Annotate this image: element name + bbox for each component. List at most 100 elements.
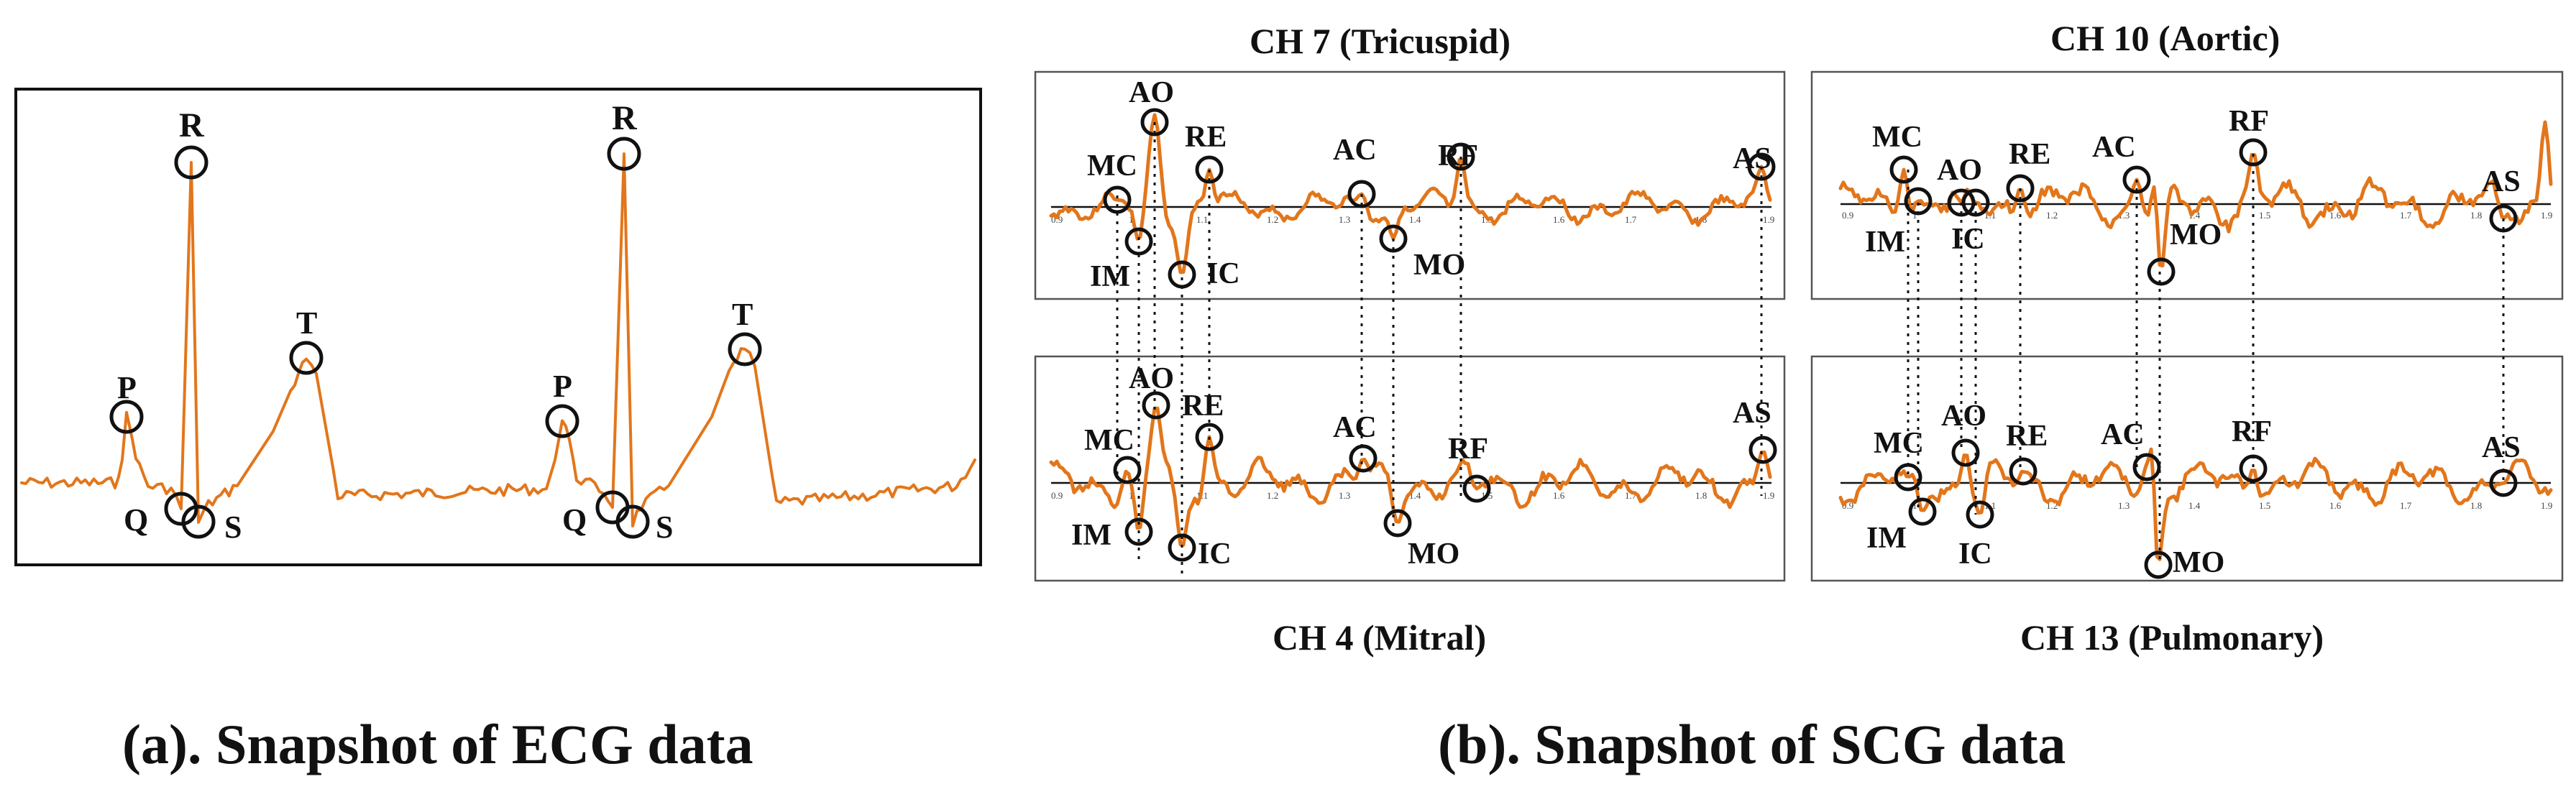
ch13-ac-marker <box>2132 453 2161 481</box>
ch7-mo-label: MO <box>1413 249 1465 282</box>
tick-ch13-4: 1.3 <box>2118 500 2130 511</box>
tick-ch7-7: 1.6 <box>1553 214 1565 225</box>
ecg-label-p-2: P <box>553 369 572 404</box>
ch7-trace <box>1049 113 1772 275</box>
ch4-ao-marker <box>1142 391 1170 420</box>
ecg-label-q-2: Q <box>562 502 587 538</box>
tick-ch10-7: 1.6 <box>2329 210 2342 221</box>
tick-ch10-10: 1.9 <box>2541 210 2552 221</box>
ch7-rf-marker <box>1447 142 1475 171</box>
ch13-as-label: AS <box>2482 431 2521 464</box>
ch13-ao-marker <box>1951 438 1980 467</box>
ch10-trace <box>1838 120 2553 268</box>
tick-ch7-10: 1.9 <box>1763 214 1774 225</box>
ch4-rf-label: RF <box>1448 433 1488 466</box>
tick-ch4-1: 1 <box>1129 490 1134 501</box>
ecg-panel: P R Q S T P R Q S T <box>14 88 982 566</box>
ecg-s-marker <box>181 504 216 539</box>
tick-ch13-1: 1 <box>1912 500 1917 511</box>
ch10-mo-label: MO <box>2170 218 2222 252</box>
ch4-im-label: IM <box>1071 519 1111 552</box>
tick-ch4-7: 1.6 <box>1553 490 1565 501</box>
tick-ch10-0: 0.9 <box>1842 210 1853 221</box>
ch13-mo-label: MO <box>2173 546 2224 579</box>
ch10-ao-label: AO <box>1937 154 1982 187</box>
tick-ch13-9: 1.8 <box>2470 500 2482 511</box>
ch13-im-marker <box>1908 497 1937 526</box>
scg-panel-ch10 <box>1810 70 2564 300</box>
scg-title-ch7: CH 7 (Tricuspid) <box>1250 21 1511 61</box>
ch7-im-label: IM <box>1090 260 1130 293</box>
ch7-rf-label: RF <box>1438 139 1478 172</box>
ecg-label-s: S <box>224 510 242 545</box>
tick-ch7-1: 1 <box>1129 214 1134 225</box>
ch7-ic-label: IC <box>1206 257 1240 290</box>
ch13-ao-label: AO <box>1941 400 1986 433</box>
ch13-mc-label: MC <box>1874 427 1924 460</box>
ch10-ac-label: AC <box>2092 131 2136 164</box>
ecg-label-r: R <box>179 106 205 144</box>
ecg-frame <box>14 88 982 566</box>
ecg-trace <box>20 152 976 527</box>
ch13-re-marker <box>2009 457 2038 486</box>
ecg-caption: (a). Snapshot of ECG data <box>122 713 753 775</box>
ch13-ac-label: AC <box>2101 418 2145 451</box>
scg-caption: (b). Snapshot of SCG data <box>1438 713 2066 775</box>
ch13-mo-marker <box>2144 550 2173 579</box>
ch4-ic-marker <box>1168 533 1196 562</box>
tick-ch13-7: 1.6 <box>2329 500 2342 511</box>
ecg-label-r-2: R <box>612 99 638 137</box>
ch4-ao-label: AO <box>1129 362 1174 395</box>
ch10-mc-label: MC <box>1872 121 1922 154</box>
ecg-p-wave-marker <box>109 400 144 434</box>
ecg-label-p: P <box>117 370 137 405</box>
ecg-q-marker <box>164 492 198 526</box>
ecg-s-marker-2 <box>615 504 650 539</box>
ch10-as-label: AS <box>2482 165 2521 198</box>
ch10-re-label: RE <box>2009 138 2050 171</box>
ch7-markers: AO MC IM IC RE AC MO RF AS <box>1087 76 1776 293</box>
ch13-ic-label: IC <box>1958 538 1992 571</box>
tick-ch10-8: 1.7 <box>2400 210 2412 221</box>
ecg-label-t: T <box>296 305 317 341</box>
ch10-im-marker <box>1904 187 1933 216</box>
ch10-im-label: IM <box>1865 226 1905 259</box>
ch7-im-marker <box>1124 227 1153 256</box>
ecg-label-s-2: S <box>656 510 673 545</box>
ch7-re-label: RE <box>1185 121 1227 154</box>
ch10-rf-label: RF <box>2229 105 2269 138</box>
ch10-ic-marker <box>1961 188 1990 217</box>
ch4-re-label: RE <box>1182 390 1224 423</box>
scg-title-ch4: CH 4 (Mitral) <box>1273 617 1486 658</box>
ch7-as-label: AS <box>1733 142 1771 175</box>
ch10-ac-marker <box>2122 165 2151 194</box>
ch7-ao-marker <box>1140 108 1169 137</box>
ecg-r-peak-marker-2 <box>607 137 641 171</box>
tick-ch7-2: 1.1 <box>1196 214 1208 225</box>
tick-ch10-6: 1.5 <box>2259 210 2270 221</box>
ch7-ac-marker <box>1347 180 1376 208</box>
ch4-trace <box>1049 406 1772 547</box>
ch7-re-marker <box>1195 155 1224 184</box>
tick-ch7-8: 1.7 <box>1625 214 1637 225</box>
tick-ch13-10: 1.9 <box>2541 500 2552 511</box>
ch13-rf-label: RF <box>2232 415 2272 448</box>
ch4-ic-label: IC <box>1198 538 1232 571</box>
ch13-mc-marker <box>1894 463 1922 492</box>
ch13-ic-marker <box>1966 500 1994 529</box>
ecg-t-wave-marker-2 <box>728 332 762 367</box>
ch4-mc-marker <box>1113 456 1142 484</box>
tick-ch13-8: 1.7 <box>2400 500 2412 511</box>
ch4-im-marker <box>1124 517 1153 546</box>
ch10-mo-marker <box>2147 257 2176 286</box>
tick-ch10-9: 1.8 <box>2470 210 2482 221</box>
tick-ch7-5: 1.4 <box>1409 214 1421 225</box>
ch4-markers: AO MC IM IC RE AC MO RF AS <box>1071 362 1777 571</box>
ch10-ao-marker <box>1947 188 1976 217</box>
ch4-mc-label: MC <box>1084 424 1135 457</box>
ecg-p-wave-marker-2 <box>545 404 579 438</box>
ch10-rf-marker <box>2239 138 2268 167</box>
ch4-mo-label: MO <box>1408 538 1459 571</box>
ch13-rf-marker <box>2239 454 2268 483</box>
ch13-as-marker <box>2489 469 2518 497</box>
